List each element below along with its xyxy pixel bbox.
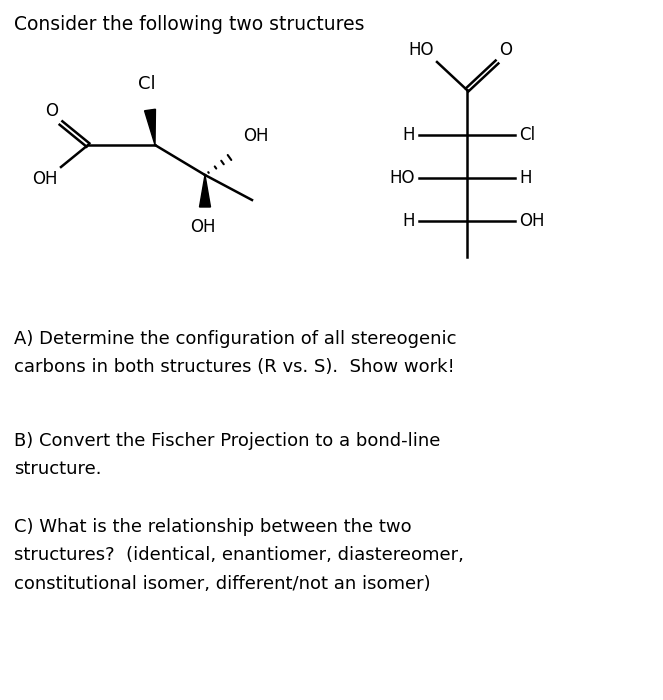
Text: C) What is the relationship between the two
structures?  (identical, enantiomer,: C) What is the relationship between the … [14, 518, 464, 593]
Text: Cl: Cl [519, 126, 535, 144]
Text: Cl: Cl [138, 75, 156, 93]
Text: OH: OH [519, 212, 544, 230]
Text: H: H [402, 126, 415, 144]
Text: HO: HO [408, 41, 434, 59]
Text: H: H [519, 169, 532, 187]
Text: O: O [45, 102, 58, 120]
Text: O: O [499, 41, 512, 59]
Text: OH: OH [32, 170, 58, 188]
Text: OH: OH [243, 127, 269, 145]
Text: A) Determine the configuration of all stereogenic
carbons in both structures (R : A) Determine the configuration of all st… [14, 330, 457, 377]
Text: H: H [402, 212, 415, 230]
Text: B) Convert the Fischer Projection to a bond-line
structure.: B) Convert the Fischer Projection to a b… [14, 432, 440, 479]
Text: OH: OH [190, 218, 215, 236]
Polygon shape [200, 175, 210, 207]
Text: HO: HO [389, 169, 415, 187]
Polygon shape [145, 109, 155, 145]
Text: Consider the following two structures: Consider the following two structures [14, 15, 365, 34]
